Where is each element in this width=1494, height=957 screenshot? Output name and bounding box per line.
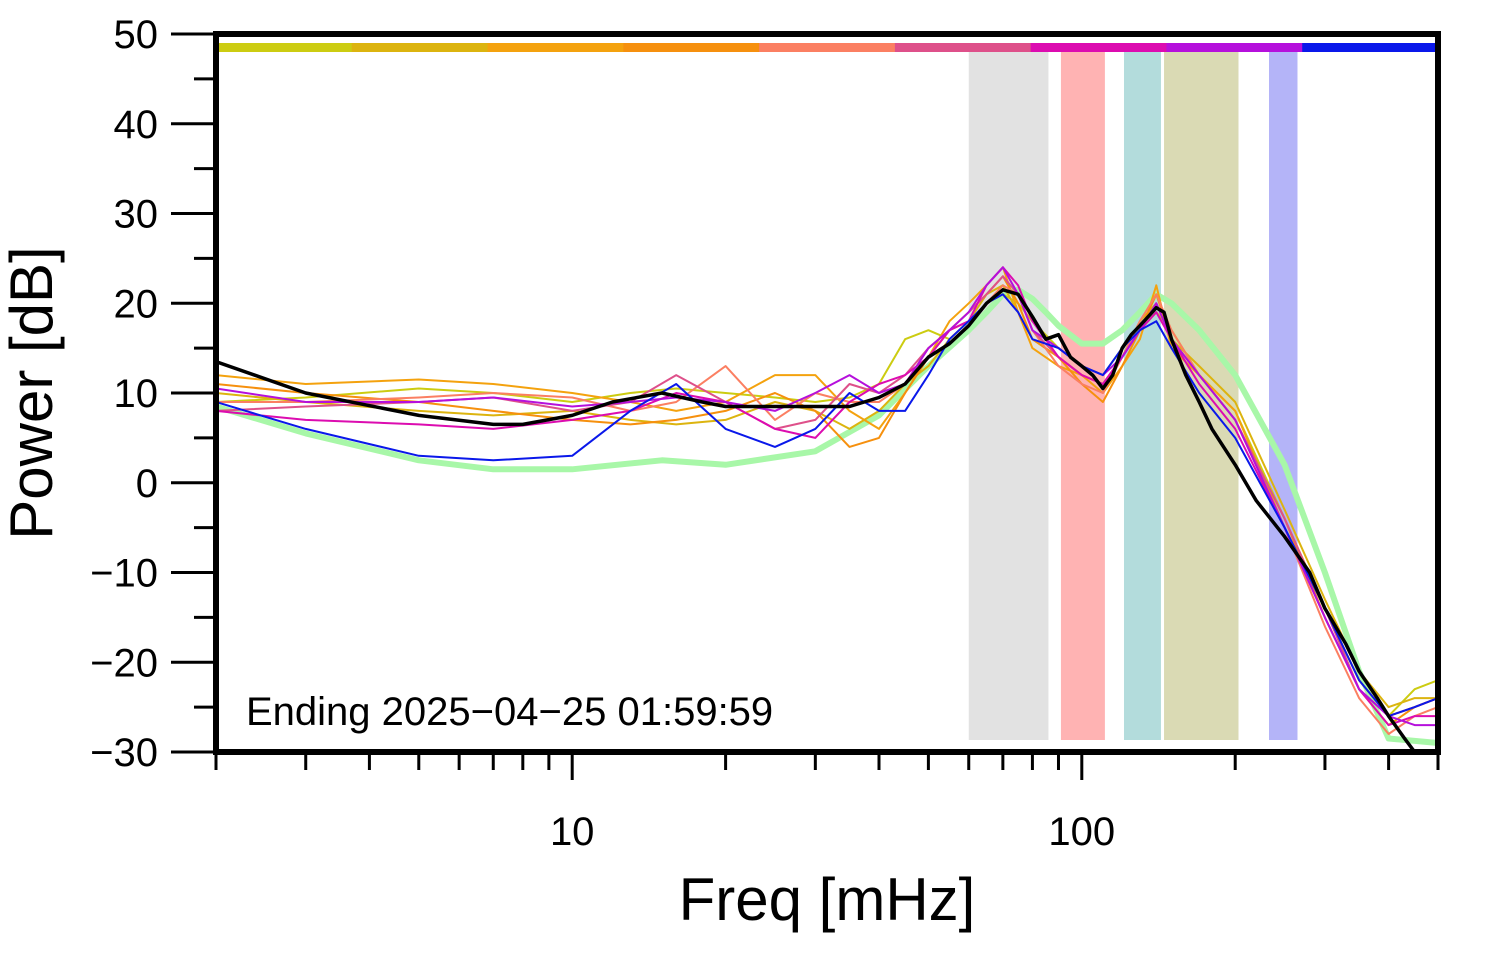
y-tick-label: 50 (114, 13, 159, 57)
color-bar-segment-6 (894, 43, 1032, 52)
y-tick-label: 20 (114, 282, 159, 326)
band-1 (968, 52, 1049, 740)
y-tick-label: 30 (114, 193, 159, 237)
x-tick-label: 100 (1048, 810, 1115, 854)
color-bar-segment-2 (351, 43, 489, 52)
series-line-4 (216, 266, 1438, 718)
band-2 (1060, 52, 1105, 740)
y-tick-label: 0 (136, 462, 158, 506)
band-3 (1123, 52, 1161, 740)
y-tick-label: −30 (90, 731, 158, 775)
color-bar-segment-5 (759, 43, 896, 52)
chart-annotation: Ending 2025−04−25 01:59:59 (246, 690, 773, 734)
x-tick-label: 10 (550, 810, 595, 854)
series-line-9 (216, 266, 1438, 727)
series-line-6 (216, 284, 1438, 735)
color-bar-segment-4 (623, 43, 760, 52)
x-axis: 10 100 (214, 752, 1440, 854)
frequency-bands (968, 52, 1298, 740)
y-tick-label: −10 (90, 552, 158, 596)
x-axis-label: Freq [mHz] (679, 866, 976, 933)
top-color-bar (216, 43, 1439, 52)
series-line-2 (216, 293, 1438, 718)
series-line-7 (216, 275, 1438, 718)
series-line-11 (216, 288, 1417, 752)
y-axis: 50 40 30 20 10 0 −10 −20 −30 (90, 13, 216, 775)
series-lines (216, 266, 1438, 752)
color-bar-segment-1 (216, 43, 353, 52)
y-tick-label: 40 (114, 103, 159, 147)
y-tick-label: 10 (114, 372, 159, 416)
series-line-1 (216, 286, 1438, 746)
y-axis-label: Power [dB] (0, 246, 65, 539)
color-bar-segment-7 (1030, 43, 1167, 52)
color-bar-segment-8 (1166, 43, 1303, 52)
band-5 (1269, 52, 1298, 740)
color-bar-segment-9 (1302, 43, 1439, 52)
series-line-10 (216, 293, 1438, 718)
color-bar-segment-3 (487, 43, 624, 52)
plot-frame (213, 31, 1441, 755)
y-tick-label: −20 (90, 641, 158, 685)
